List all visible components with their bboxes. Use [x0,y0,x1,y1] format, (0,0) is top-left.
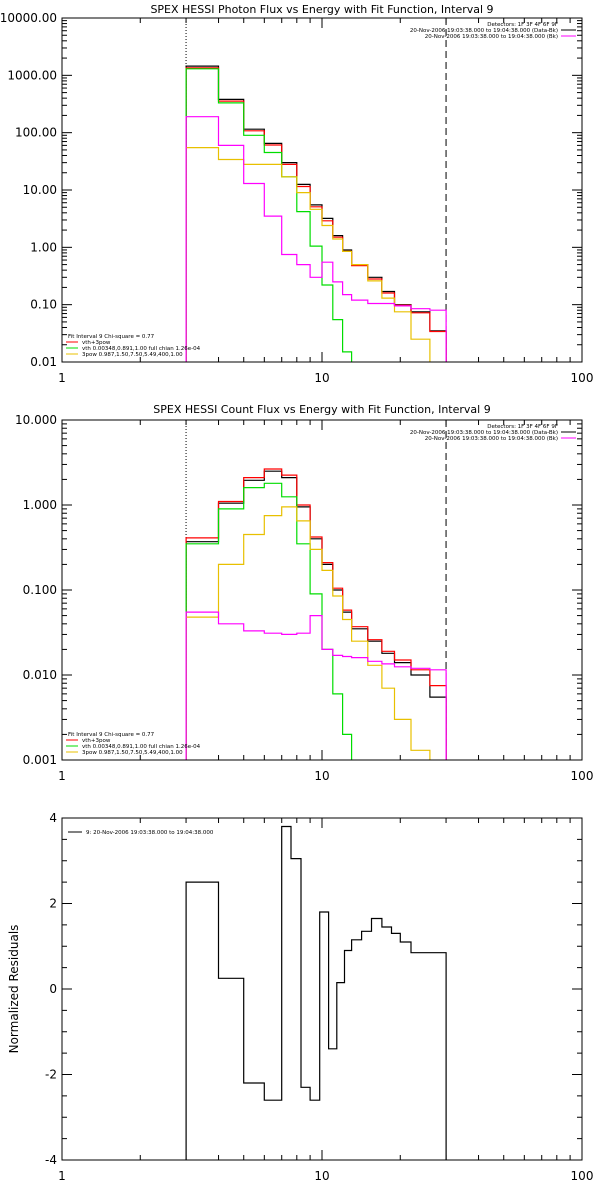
y-tick-label: 10.000 [15,413,57,427]
y-tick-label: 0.01 [30,355,57,369]
y-tick-label: 10000.00 [0,11,57,25]
series-1-step-line [185,468,447,760]
y-axis-label: Normalized Residuals [7,925,21,1054]
legend-entry: 20-Nov-2006 19:03:38.000 to 19:04:38.000… [410,430,558,436]
y-tick-label: 0.10 [30,298,57,312]
series-2-step-line [185,482,447,760]
series-group [185,65,447,362]
legend-entry: vth 0.00348,0.891,1.00 full chian 1.26e-… [82,346,201,352]
y-tick-label: 100.00 [15,126,57,140]
y-tick-label: -2 [45,1068,57,1082]
x-tick-label: 1 [58,769,66,783]
legend-entry: 3pow 0.987,1.50,7.50,5.49,400,1.00 [82,750,183,756]
x-tick-label: 100 [571,769,594,783]
count-flux-panel: SPEX HESSI Count Flux vs Energy with Fit… [15,403,594,783]
series-3-step-line [185,147,447,362]
x-tick-label: 10 [314,371,329,385]
x-tick-label: 10 [314,1169,329,1183]
x-tick-label: 1 [58,1169,66,1183]
plot-frame [61,17,583,363]
legend-entry: 20-Nov-2006 19:03:38.000 to 19:04:38.000… [425,34,558,40]
series-group [185,468,447,760]
chart-title: SPEX HESSI Photon Flux vs Energy with Fi… [150,3,493,16]
x-tick-label: 100 [571,1169,594,1183]
legend-entry: vth+3pow [82,340,111,346]
legend-entry: vth+3pow [82,738,111,744]
y-tick-label: 0.010 [23,668,57,682]
residuals-panel: 1 10 100 -4 -2 0 2 4 Normalized Residuals 9: 20-N… [7,811,593,1183]
legend-entry: Detectors: 1F 3F 4F 6F 9F [487,22,558,28]
legend-entry: Detectors: 1F 3F 4F 6F 9F [487,424,558,430]
series-3-step-line [185,506,447,760]
series-4-step-line [185,116,447,362]
y-tick-label: 1.00 [30,240,57,254]
legend-entry: 20-Nov-2006 19:03:38.000 to 19:04:38.000… [410,28,558,34]
x-tick-label: 1 [58,371,66,385]
x-tick-label: 100 [571,371,594,385]
legend-entry: Fit Interval 9 Chi-square = 0.77 [68,334,155,340]
y-tick-label: 0.001 [23,753,57,767]
series-0-step-line [185,825,447,1160]
series-group [185,825,447,1160]
y-tick-label: 1.000 [23,498,57,512]
legend-entry: 9: 20-Nov-2006 19:03:38.000 to 19:04:38.… [86,830,214,836]
y-tick-label: 0 [49,982,57,996]
legend-entry: vth 0.00348,0.891,1.00 full chian 1.26e-… [82,744,201,750]
photon-flux-panel: SPEX HESSI Photon Flux vs Energy with Fi… [0,3,594,385]
legend-entry: 3pow 0.987,1.50,7.50,5.49,400,1.00 [82,352,183,358]
y-tick-label: 4 [49,811,57,825]
legend-entry: Fit Interval 9 Chi-square = 0.77 [68,732,155,738]
legend-entry: 20-Nov-2006 19:03:38.000 to 19:04:38.000… [425,436,558,442]
y-tick-label: 1000.00 [7,68,57,82]
y-tick-label: 0.100 [23,583,57,597]
series-2-step-line [185,68,447,362]
y-tick-label: 2 [49,897,57,911]
y-tick-label: -4 [45,1153,57,1167]
series-1-step-line [185,67,447,362]
y-tick-label: 10.00 [23,183,57,197]
series-4-step-line [185,611,447,760]
series-0-step-line [185,65,447,362]
plot-frame [61,817,583,1161]
x-tick-label: 10 [314,769,329,783]
plot-frame [61,419,583,761]
chart-title: SPEX HESSI Count Flux vs Energy with Fit… [153,403,490,416]
